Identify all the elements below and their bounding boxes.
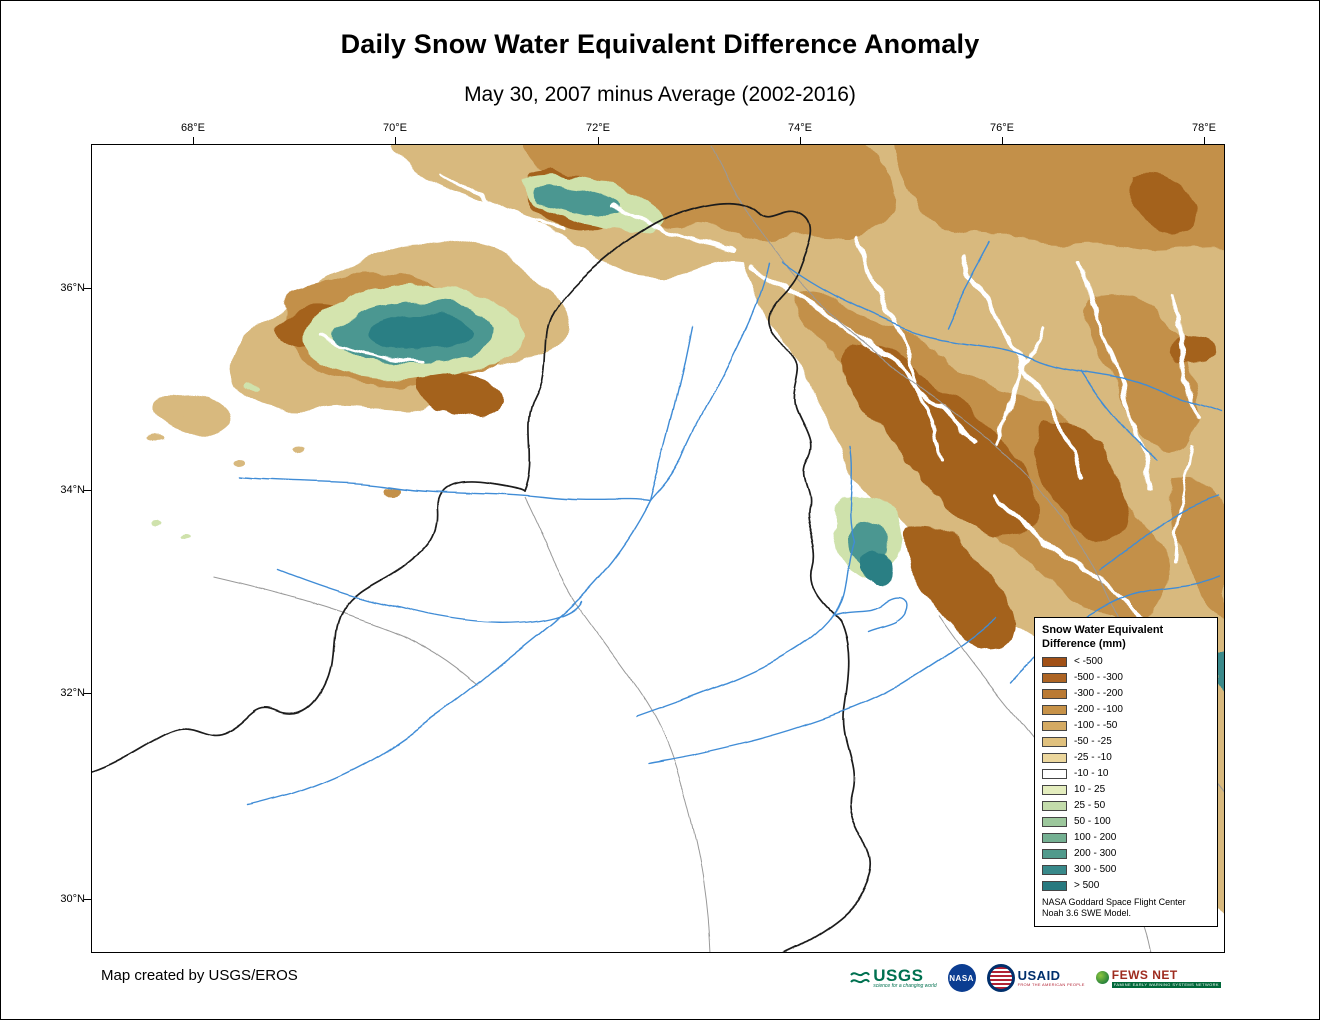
logo-strip: USGS science for a changing world NASA U… (850, 959, 1221, 997)
usgs-tagline: science for a changing world (873, 983, 937, 989)
usaid-tagline: FROM THE AMERICAN PEOPLE (1017, 982, 1085, 987)
legend-swatch (1042, 801, 1067, 811)
legend-entry: 25 - 50 (1042, 801, 1210, 812)
legend-note-line1: NASA Goddard Space Flight Center (1042, 896, 1186, 907)
usaid-seal-icon (986, 964, 1015, 992)
legend-swatch (1042, 785, 1067, 795)
lon-tick-label: 68°E (181, 122, 205, 134)
legend-swatch (1042, 817, 1067, 827)
legend-entry-label: 200 - 300 (1074, 848, 1117, 859)
nasa-meatball-icon: NASA (947, 964, 976, 992)
legend-entry-label: -500 - -300 (1074, 672, 1123, 683)
tick-mark (84, 490, 91, 491)
legend-entry: 50 - 100 (1042, 817, 1210, 828)
legend-entry: -10 - 10 (1042, 769, 1210, 780)
lat-tick-label: 34°N (60, 484, 85, 496)
lon-tick-label: 70°E (383, 122, 407, 134)
lat-tick-label: 36°N (60, 282, 85, 294)
nasa-logo: NASA (947, 964, 976, 992)
legend-entry: < -500 (1042, 657, 1210, 668)
lat-tick-label: 32°N (60, 687, 85, 699)
legend-entry: 100 - 200 (1042, 833, 1210, 844)
legend-swatch (1042, 737, 1067, 747)
legend-note-line2: Noah 3.6 SWE Model. (1042, 908, 1132, 919)
legend-swatch (1042, 657, 1067, 667)
legend-entry-label: 10 - 25 (1074, 784, 1106, 795)
legend-entry-label: -10 - 10 (1074, 768, 1109, 779)
legend-entry-label: -300 - -200 (1074, 688, 1123, 699)
legend-entry-label: 25 - 50 (1074, 800, 1106, 811)
legend-swatch (1042, 865, 1067, 875)
fewsnet-logo-text: FEWS NET (1111, 967, 1178, 982)
legend-entry-label: -200 - -100 (1074, 704, 1123, 715)
legend-swatch (1042, 705, 1067, 715)
tick-mark (1204, 137, 1205, 144)
fewsnet-tagline: FAMINE EARLY WARNING SYSTEMS NETWORK (1111, 981, 1221, 988)
legend-entry-label: -25 - -10 (1074, 752, 1112, 763)
legend-entry-label: > 500 (1074, 880, 1100, 891)
lon-tick-label: 74°E (788, 122, 812, 134)
legend-title: Snow Water Equivalent Difference (mm) (1042, 624, 1210, 652)
legend-entry-label: -50 - -25 (1074, 736, 1112, 747)
legend-entry-label: 50 - 100 (1074, 816, 1111, 827)
fewsnet-logo: FEWS NET FAMINE EARLY WARNING SYSTEMS NE… (1095, 967, 1221, 988)
legend-entry: > 500 (1042, 881, 1210, 892)
legend-swatch (1042, 753, 1067, 763)
legend-swatch (1042, 673, 1067, 683)
legend-entry-label: 300 - 500 (1074, 864, 1117, 875)
legend-swatch (1042, 833, 1067, 843)
lon-tick-label: 78°E (1192, 122, 1216, 134)
tick-mark (395, 137, 396, 144)
lat-tick-label: 30°N (60, 893, 85, 905)
legend-entry: 200 - 300 (1042, 849, 1210, 860)
usgs-logo-text: USGS (873, 966, 924, 985)
fewsnet-globe-icon (1095, 970, 1109, 984)
tick-mark (193, 137, 194, 144)
tick-mark (84, 693, 91, 694)
legend-entry: -50 - -25 (1042, 737, 1210, 748)
rivers (239, 240, 1223, 806)
usaid-logo: USAID FROM THE AMERICAN PEOPLE (986, 964, 1085, 992)
legend-entry: -25 - -10 (1042, 753, 1210, 764)
tick-mark (1002, 137, 1003, 144)
tick-mark (84, 899, 91, 900)
legend-swatch (1042, 689, 1067, 699)
legend-title-line1: Snow Water Equivalent (1042, 624, 1164, 636)
map-title: Daily Snow Water Equivalent Difference A… (340, 29, 980, 59)
legend-entry: 10 - 25 (1042, 785, 1210, 796)
lon-tick-label: 72°E (586, 122, 610, 134)
legend-entry-label: -100 - -50 (1074, 720, 1118, 731)
terrain-positive (148, 174, 1224, 689)
legend-entry-label: < -500 (1074, 656, 1103, 667)
legend-swatch (1042, 769, 1067, 779)
legend-entry: -200 - -100 (1042, 705, 1210, 716)
usaid-logo-text: USAID (1017, 968, 1061, 983)
basin-boundary (92, 199, 873, 952)
lon-tick-label: 76°E (990, 122, 1014, 134)
usgs-logo: USGS science for a changing world (850, 966, 937, 989)
map-frame: Snow Water Equivalent Difference (mm) < … (91, 144, 1225, 953)
legend-swatch (1042, 881, 1067, 891)
legend-entry: -100 - -50 (1042, 721, 1210, 732)
legend-entries: < -500 -500 - -300 -300 - -200 -200 - -100 -… (1042, 657, 1210, 892)
legend-entry: -500 - -300 (1042, 673, 1210, 684)
legend-swatch (1042, 849, 1067, 859)
legend-title-line2: Difference (mm) (1042, 637, 1126, 650)
usgs-wave-icon (850, 971, 871, 984)
legend-entry-label: 100 - 200 (1074, 832, 1117, 843)
map-credit: Map created by USGS/EROS (101, 967, 298, 984)
legend-entry: -300 - -200 (1042, 689, 1210, 700)
legend-entry: 300 - 500 (1042, 865, 1210, 876)
tick-mark (800, 137, 801, 144)
legend-swatch (1042, 721, 1067, 731)
tick-mark (598, 137, 599, 144)
legend: Snow Water Equivalent Difference (mm) < … (1034, 617, 1218, 927)
tick-mark (84, 288, 91, 289)
map-subtitle: May 30, 2007 minus Average (2002-2016) (464, 83, 856, 106)
legend-note: NASA Goddard Space Flight Center Noah 3.… (1042, 897, 1210, 920)
